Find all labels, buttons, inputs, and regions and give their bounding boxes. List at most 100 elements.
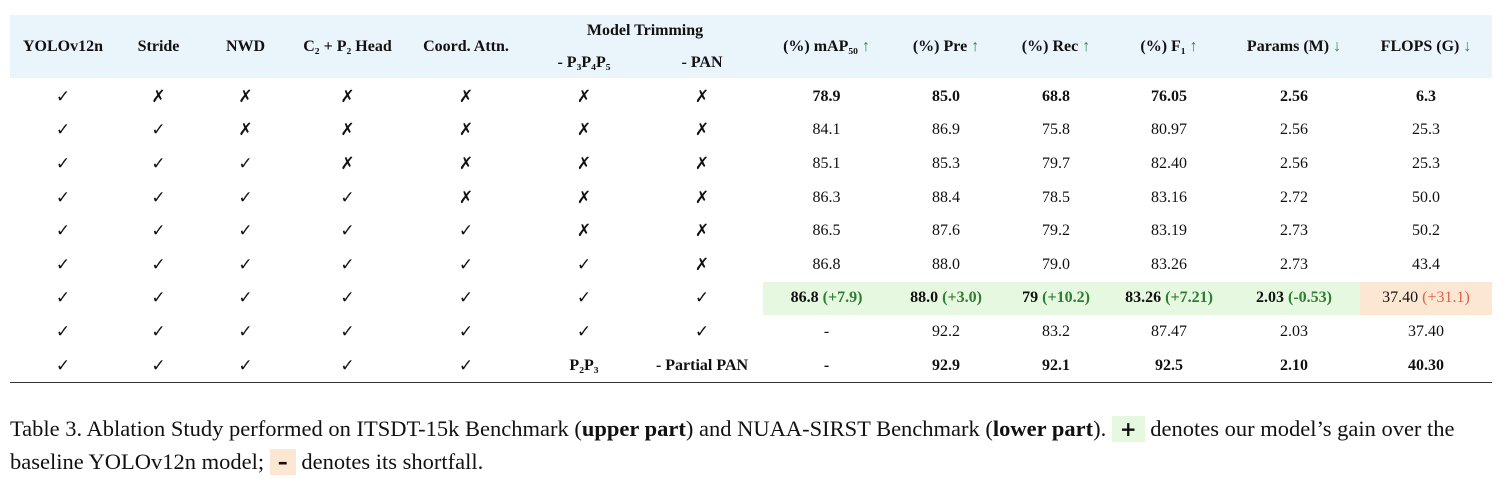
check-mark: ✓ — [55, 288, 71, 309]
config-cell: ✗ — [527, 214, 641, 248]
metric-value: 2.73 — [1280, 255, 1309, 273]
check-mark: ✓ — [238, 254, 253, 275]
check-mark: ✓ — [340, 254, 355, 275]
table-body: ✓ ✗ ✗ ✗ ✗ ✗ ✗ 78.9 85.0 68.8 76.05 2.56 6.3 ✓ ✓ ✗ ✗ ✗ ✗ ✗ 84… — [10, 78, 1493, 383]
check-mark: ✓ — [151, 355, 166, 376]
config-cell: ✓ — [116, 349, 201, 383]
legend-box: + — [1111, 416, 1145, 442]
config-cell: ✓ — [201, 315, 290, 349]
table-row: ✓ ✓ ✓ ✗ ✗ ✗ ✗ 85.1 85.3 79.7 82.40 2.56 25.3 — [10, 147, 1492, 181]
config-cell: ✗ — [527, 147, 641, 181]
config-cell: ✓ — [527, 248, 641, 282]
metric-value: 92.5 — [1155, 356, 1184, 374]
check-mark: ✗ — [458, 187, 474, 208]
metric-cell: 50.2 — [1360, 214, 1492, 248]
check-mark: ✓ — [238, 187, 253, 208]
check-mark: ✓ — [340, 321, 355, 342]
config-cell: ✓ — [116, 114, 201, 148]
check-mark: ✗ — [458, 86, 474, 107]
config-cell: ✓ — [290, 282, 405, 316]
subheader-cell: - PAN — [641, 47, 764, 78]
check-mark: ✓ — [151, 187, 166, 208]
header-cell: Model Trimming — [527, 15, 764, 47]
metric-value: - — [823, 356, 830, 374]
check-mark: ✓ — [576, 321, 592, 342]
metric-delta: (+10.2) — [1042, 289, 1090, 307]
check-mark: ✓ — [576, 254, 592, 275]
metric-cell: 37.40 (+31.1) — [1360, 281, 1493, 316]
check-mark: ✓ — [458, 321, 474, 342]
check-mark: ✗ — [576, 153, 592, 174]
config-cell: ✗ — [405, 78, 527, 114]
check-mark: ✗ — [458, 120, 474, 141]
metric-value: 2.73 — [1280, 222, 1309, 240]
header-label: Stride — [137, 37, 180, 55]
check-mark: ✓ — [576, 288, 592, 309]
config-cell: ✓ — [10, 181, 116, 215]
metric-cell: 50.0 — [1360, 181, 1492, 215]
metric-cell: 76.05 — [1110, 78, 1228, 114]
config-cell: ✓ — [116, 315, 201, 349]
header-cell: (%) Rec ↑ — [1002, 15, 1111, 78]
header-label: (%) F₁ — [1140, 37, 1186, 55]
metric-value: 78.5 — [1042, 188, 1071, 206]
config-cell: ✓ — [405, 282, 527, 316]
caption-text: Table 3. Ablation Study performed on ITS… — [10, 416, 582, 441]
metric-value: - — [823, 322, 830, 340]
header-label: (%) Pre — [912, 37, 968, 55]
metric-cell: 2.56 — [1228, 114, 1360, 148]
metric-cell: 87.6 — [890, 214, 1002, 248]
metric-value: 37.40 — [1408, 322, 1445, 340]
config-cell: ✗ — [641, 248, 763, 282]
metric-value: 75.8 — [1042, 121, 1071, 139]
table-row: ✓ ✓ ✓ ✓ ✓ ✗ ✗ 86.5 87.6 79.2 83.19 2.73 50.2 — [10, 214, 1492, 248]
metric-value: 86.8 — [812, 255, 841, 273]
header-arrow: ↑ — [1082, 37, 1091, 55]
check-mark: ✓ — [458, 288, 474, 309]
config-label: - Partial PAN — [655, 356, 749, 374]
check-mark: ✗ — [151, 86, 166, 107]
config-cell: ✓ — [290, 248, 405, 282]
check-mark: ✓ — [238, 153, 253, 174]
metric-value: 2.10 — [1280, 356, 1309, 374]
caption-text: denotes its shortfall. — [295, 449, 484, 474]
metric-cell: 2.72 — [1228, 181, 1360, 215]
config-cell: ✓ — [405, 248, 527, 282]
metric-value: 80.97 — [1151, 121, 1188, 139]
config-cell: ✗ — [405, 147, 527, 181]
config-cell: ✓ — [641, 282, 763, 316]
config-cell: ✓ — [10, 214, 116, 248]
check-mark: ✓ — [238, 321, 253, 342]
check-mark: ✗ — [694, 254, 710, 275]
metric-value: 50.2 — [1412, 222, 1441, 240]
config-cell: ✓ — [201, 282, 290, 316]
config-cell: P₂P₃ — [527, 349, 641, 383]
config-cell: ✓ — [405, 315, 527, 349]
metric-value: 79 — [1022, 289, 1039, 307]
metric-cell: 92.2 — [890, 315, 1002, 349]
caption-text: denotes our model’s gain over the baseli… — [10, 416, 1455, 474]
metric-value: 83.19 — [1151, 222, 1188, 240]
check-mark: ✗ — [576, 221, 592, 242]
metric-value: 83.26 — [1125, 289, 1162, 307]
metric-cell: 86.5 — [763, 214, 890, 248]
metric-value: 2.56 — [1280, 87, 1309, 105]
config-cell: ✓ — [201, 248, 290, 282]
metric-value: 92.9 — [932, 356, 961, 374]
header-cell: (%) mAP₅₀ ↑ — [763, 15, 891, 78]
metric-value: 84.1 — [812, 121, 841, 139]
metric-delta: (+3.0) — [942, 289, 982, 307]
config-cell: ✗ — [527, 114, 641, 148]
check-mark: ✓ — [151, 254, 166, 275]
table-row: ✓ ✓ ✓ ✓ ✓ P₂P₃ - Partial PAN - 92.9 92.1 92.5 2.10 4… — [10, 349, 1492, 383]
metric-value: 50.0 — [1412, 188, 1441, 206]
check-mark: ✓ — [694, 321, 710, 342]
check-mark: ✓ — [151, 153, 166, 174]
ablation-table: YOLOv12n Stride NWD C₂ + P₂ Head Coord. Attn… — [10, 15, 1493, 383]
table-row: ✓ ✓ ✓ ✓ ✓ ✓ ✗ 86.8 88.0 79.0 83.26 2.73 43.4 — [10, 248, 1492, 282]
metric-cell: 83.19 — [1110, 214, 1228, 248]
caption: Table 3. Ablation Study performed on ITS… — [10, 412, 1500, 478]
header-arrow: ↑ — [1189, 37, 1198, 55]
config-cell: ✓ — [290, 349, 405, 383]
